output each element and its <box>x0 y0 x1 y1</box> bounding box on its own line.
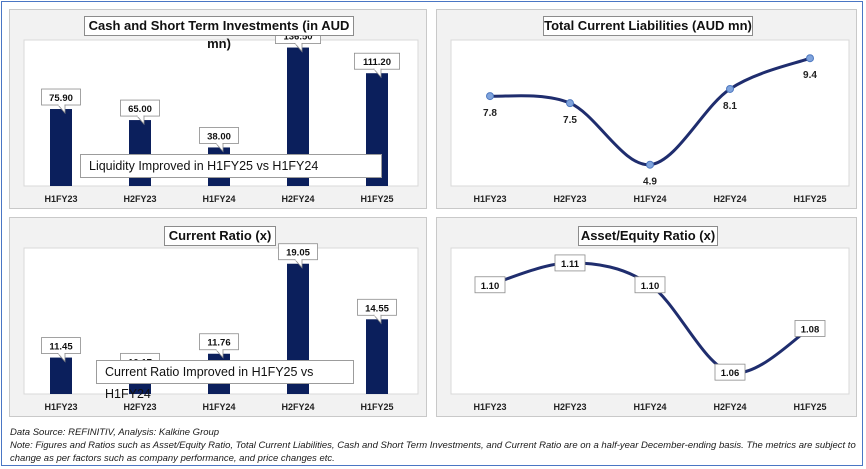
data-label: 111.20 <box>353 52 400 79</box>
cash-investments-title: Cash and Short Term Investments (in AUD … <box>84 16 354 51</box>
data-label: 11.76 <box>199 333 239 359</box>
data-label: 1.08 <box>794 320 826 337</box>
bar <box>287 47 309 186</box>
data-point <box>646 160 654 169</box>
x-tick-label: H2FY23 <box>553 402 586 412</box>
svg-text:11.45: 11.45 <box>49 342 73 353</box>
data-label: 38.00 <box>199 127 239 153</box>
data-label: 1.06 <box>714 363 746 381</box>
svg-text:1.08: 1.08 <box>801 324 820 335</box>
current-ratio-title: Current Ratio (x) <box>164 226 276 246</box>
data-label: 7.5 <box>563 115 577 126</box>
svg-text:75.90: 75.90 <box>49 93 73 104</box>
svg-text:136.50: 136.50 <box>283 32 312 43</box>
svg-text:1.06: 1.06 <box>721 368 740 379</box>
svg-text:1.10: 1.10 <box>481 281 500 292</box>
current-ratio-panel: H1FY23H2FY23H1FY24H2FY24H1FY2511.4510.17… <box>9 217 427 417</box>
x-tick-label: H2FY24 <box>713 194 746 204</box>
x-tick-label: H2FY23 <box>123 402 156 412</box>
x-tick-label: H1FY23 <box>473 402 506 412</box>
current-liabilities-title: Total Current Liabilities (AUD mn) <box>543 16 753 36</box>
liquidity-callout: Liquidity Improved in H1FY25 vs H1FY24 <box>80 154 382 178</box>
data-label: 1.10 <box>634 276 666 294</box>
x-tick-label: H2FY23 <box>553 194 586 204</box>
svg-text:11.76: 11.76 <box>207 338 230 349</box>
data-label: 1.11 <box>554 254 586 272</box>
bar <box>50 357 72 394</box>
x-tick-label: H2FY24 <box>281 194 314 204</box>
x-tick-label: H1FY23 <box>44 402 77 412</box>
data-label: 75.90 <box>41 88 81 115</box>
x-tick-label: H1FY23 <box>473 194 506 204</box>
current-liabilities-panel: H1FY23 H2FY23 H1FY24 H2FY24 H1FY25 7.8 7.5 4.9 8… <box>436 9 857 209</box>
svg-text:65.00: 65.00 <box>128 104 152 115</box>
current-liabilities-chart: H1FY23 H2FY23 H1FY24 H2FY24 H1FY25 7.8 7.5 4.9 8… <box>450 39 850 204</box>
data-point <box>566 99 574 108</box>
bar <box>50 109 72 186</box>
svg-text:1.11: 1.11 <box>561 259 580 270</box>
data-label: 19.05 <box>278 243 318 269</box>
cash-investments-panel: H1FY23 H2FY23 H1FY24 H2FY24 H1FY25 75.90 65.00… <box>9 9 427 209</box>
x-tick-label: H2FY24 <box>281 402 314 412</box>
data-label: 7.8 <box>483 108 497 119</box>
current-ratio-callout: Current Ratio Improved in H1FY25 vs H1FY… <box>96 360 354 401</box>
svg-text:1.10: 1.10 <box>641 281 660 292</box>
data-point <box>806 54 814 63</box>
data-label: 9.4 <box>803 70 817 81</box>
data-point <box>486 92 494 101</box>
x-tick-label: H1FY25 <box>793 194 826 204</box>
asset-equity-panel: H1FY23 H2FY23 H1FY24 H2FY24 H1FY25 1.10 1.11 1.… <box>436 217 857 417</box>
asset-equity-chart: H1FY23 H2FY23 H1FY24 H2FY24 H1FY25 1.10 1.11 1.… <box>450 247 850 412</box>
asset-equity-title: Asset/Equity Ratio (x) <box>578 226 718 246</box>
x-tick-label: H2FY24 <box>713 402 746 412</box>
x-tick-label: H1FY24 <box>633 194 666 204</box>
x-tick-label: H1FY25 <box>793 402 826 412</box>
x-tick-label: H1FY25 <box>360 402 393 412</box>
x-tick-label: H1FY24 <box>633 402 666 412</box>
bar <box>366 319 388 394</box>
plot-area <box>450 247 850 395</box>
data-label: 4.9 <box>643 177 657 188</box>
svg-text:14.55: 14.55 <box>365 303 389 314</box>
x-tick-label: H1FY23 <box>44 194 77 204</box>
current-ratio-chart: H1FY23H2FY23H1FY24H2FY24H1FY2511.4510.17… <box>23 243 419 412</box>
methodology-note: Note: Figures and Ratios such as Asset/E… <box>10 440 856 464</box>
svg-text:19.05: 19.05 <box>286 248 310 259</box>
data-label: 8.1 <box>723 101 737 112</box>
svg-text:111.20: 111.20 <box>363 57 391 68</box>
svg-text:38.00: 38.00 <box>207 131 231 142</box>
data-label: 14.55 <box>357 298 397 325</box>
data-label: 11.45 <box>41 337 81 363</box>
data-point <box>726 84 734 93</box>
data-source-text: Data Source: REFINITIV, Analysis: Kalkin… <box>10 427 220 438</box>
x-tick-label: H2FY23 <box>123 194 156 204</box>
x-tick-label: H1FY24 <box>202 194 235 204</box>
data-label: 65.00 <box>120 99 160 126</box>
x-tick-label: H1FY25 <box>360 194 393 204</box>
data-label: 1.10 <box>474 276 506 294</box>
footer-notes: Data Source: REFINITIV, Analysis: Kalkin… <box>10 426 860 465</box>
x-tick-label: H1FY24 <box>202 402 235 412</box>
